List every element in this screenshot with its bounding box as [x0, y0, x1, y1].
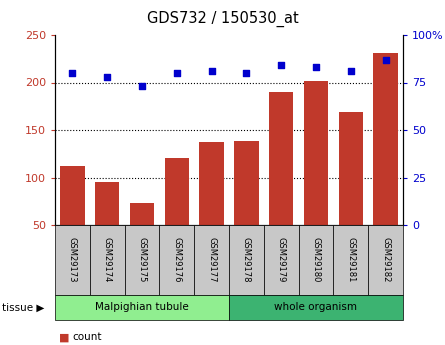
Point	[104, 74, 111, 80]
Text: GSM29173: GSM29173	[68, 237, 77, 283]
Text: GSM29182: GSM29182	[381, 237, 390, 283]
Bar	[95, 182, 119, 273]
Text: GSM29175: GSM29175	[138, 237, 146, 283]
Bar	[130, 203, 154, 273]
Point	[173, 70, 180, 76]
Text: GSM29177: GSM29177	[207, 237, 216, 283]
Text: GSM29181: GSM29181	[346, 237, 355, 283]
Text: GSM29176: GSM29176	[172, 237, 181, 283]
Point	[243, 70, 250, 76]
Point	[208, 68, 215, 74]
Text: count: count	[73, 332, 102, 342]
Text: GSM29180: GSM29180	[312, 237, 320, 283]
Bar	[339, 112, 363, 273]
Bar	[199, 142, 224, 273]
Text: GSM29178: GSM29178	[242, 237, 251, 283]
Point	[312, 65, 320, 70]
Bar	[60, 166, 85, 273]
Text: ■: ■	[60, 332, 70, 342]
Text: whole organism: whole organism	[275, 303, 357, 313]
Text: GDS732 / 150530_at: GDS732 / 150530_at	[146, 10, 299, 27]
Bar	[234, 141, 259, 273]
Bar	[373, 53, 398, 273]
Bar	[269, 92, 293, 273]
Text: Malpighian tubule: Malpighian tubule	[95, 303, 189, 313]
Text: GSM29179: GSM29179	[277, 237, 286, 283]
Point	[382, 57, 389, 62]
Point	[138, 83, 146, 89]
Text: tissue ▶: tissue ▶	[2, 303, 44, 313]
Point	[69, 70, 76, 76]
Bar	[304, 81, 328, 273]
Point	[278, 63, 285, 68]
Point	[347, 68, 354, 74]
Bar	[165, 158, 189, 273]
Text: GSM29174: GSM29174	[103, 237, 112, 283]
